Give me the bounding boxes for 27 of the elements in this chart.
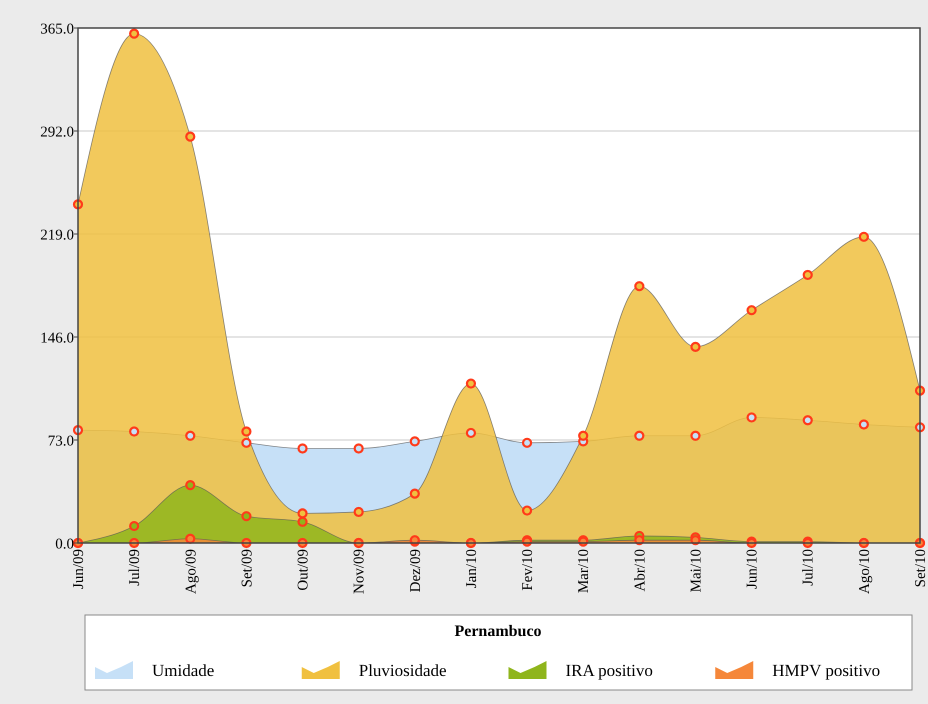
legend-label: Umidade [152, 660, 214, 680]
x-tick-label: Ago/10 [856, 549, 873, 594]
x-tick-label: Out/09 [296, 549, 312, 591]
x-tick-label: Set/09 [239, 549, 256, 588]
y-tick-label: 219.0 [40, 227, 74, 244]
y-tick-label: 0.0 [55, 536, 74, 552]
y-tick-label: 292.0 [40, 124, 74, 140]
x-tick-label: Ago/09 [183, 549, 200, 594]
legend-title: Pernambuco [454, 623, 542, 640]
legend-label: Pluviosidade [358, 660, 447, 680]
x-tick-label: Jul/10 [800, 549, 817, 586]
x-tick-label: Mar/10 [576, 549, 592, 594]
x-tick-label: Set/10 [913, 549, 928, 588]
y-tick-label: 73.0 [48, 433, 74, 450]
x-tick-label: Abr/10 [632, 549, 648, 592]
x-tick-label: Fev/10 [520, 549, 536, 591]
legend-label: IRA positivo [566, 660, 653, 680]
legend-label: HMPV positivo [772, 660, 880, 680]
x-tick-label: Nov/09 [352, 549, 368, 594]
x-tick-label: Jun/09 [71, 549, 87, 590]
x-tick-label: Jul/09 [127, 549, 144, 586]
y-tick-label: 146.0 [40, 330, 74, 346]
x-tick-label: Jun/10 [744, 549, 761, 590]
y-tick-label: 365.0 [40, 21, 74, 38]
x-tick-label: Jan/10 [464, 549, 480, 588]
x-tick-label: Mai/10 [688, 549, 704, 592]
x-tick-label: Dez/09 [408, 549, 424, 592]
